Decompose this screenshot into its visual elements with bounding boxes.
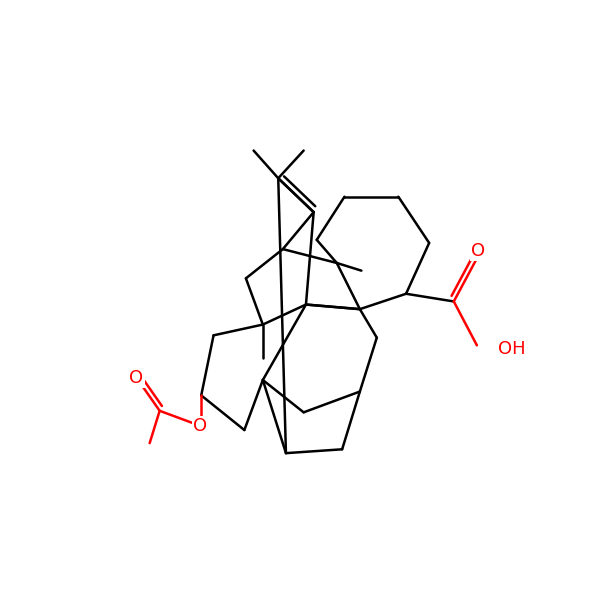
Text: O: O (130, 368, 143, 386)
Text: OH: OH (499, 340, 526, 358)
Text: O: O (472, 242, 485, 260)
Text: O: O (193, 417, 207, 435)
